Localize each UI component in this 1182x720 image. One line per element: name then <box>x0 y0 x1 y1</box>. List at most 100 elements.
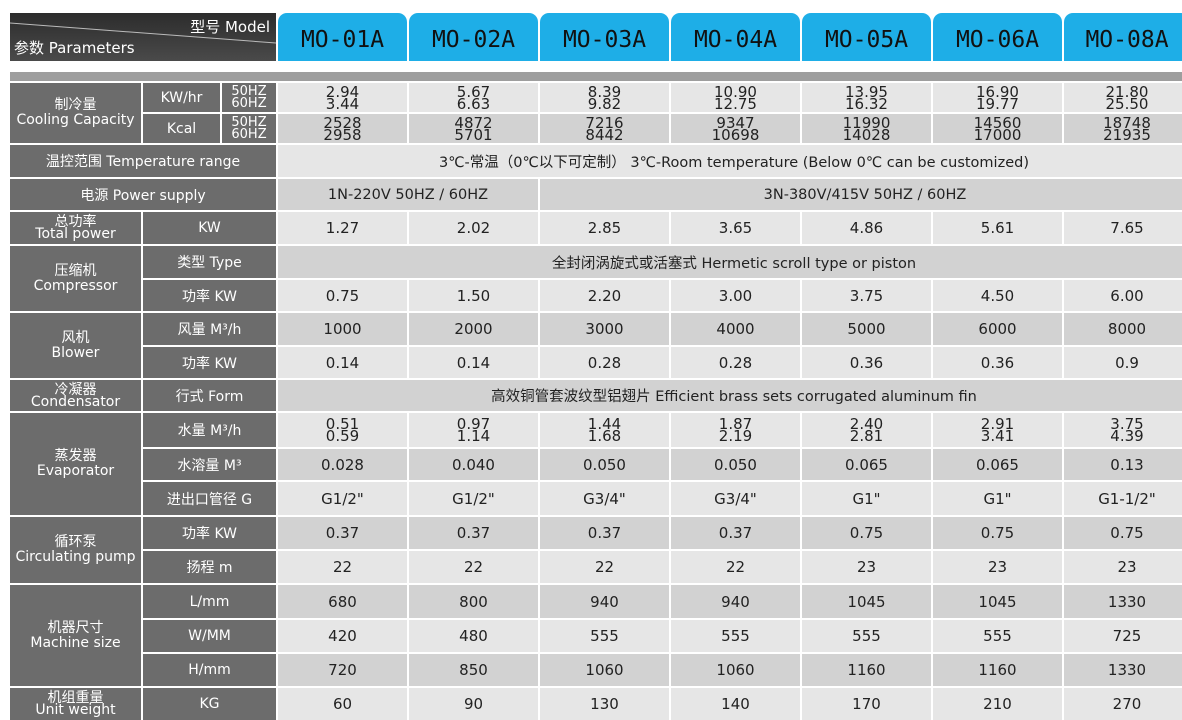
power-supply-three: 3N-380V/415V 50HZ / 60HZ <box>540 179 1182 210</box>
cell: 1000 <box>278 313 407 345</box>
cell: 23 <box>933 551 1062 583</box>
blower-power-label: 功率 KW <box>143 347 276 378</box>
cell: G1" <box>933 482 1062 515</box>
cell: G3/4" <box>540 482 669 515</box>
cell: 2.02 <box>409 212 538 244</box>
total-power-unit: KW <box>143 212 276 244</box>
cell: 6.00 <box>1064 280 1182 311</box>
cell: 0.050 <box>540 449 669 480</box>
spec-table: 型号 Model 参数 Parameters MO-01A MO-02A MO-… <box>10 13 1182 720</box>
model-header: MO-01A <box>278 13 407 61</box>
divider-band <box>10 72 1182 81</box>
condensator-label: 冷凝器 Condensator <box>10 380 141 411</box>
model-header: MO-03A <box>540 13 669 61</box>
cell: 270 <box>1064 688 1182 720</box>
cell: 2.94 3.44 <box>278 83 407 112</box>
cell: 2.85 <box>540 212 669 244</box>
cell: 8.39 9.82 <box>540 83 669 112</box>
cell: 0.37 <box>540 517 669 549</box>
cell: 3.75 <box>802 280 931 311</box>
cell: 140 <box>671 688 800 720</box>
compressor-power-label: 功率 KW <box>143 280 276 311</box>
cell: 90 <box>409 688 538 720</box>
cell: 4.50 <box>933 280 1062 311</box>
cell: 0.37 <box>671 517 800 549</box>
cell: 130 <box>540 688 669 720</box>
cell: 1330 <box>1064 585 1182 618</box>
diagonal-divider <box>10 22 276 44</box>
cell: 2000 <box>409 313 538 345</box>
cell: G3/4" <box>671 482 800 515</box>
cell: 23 <box>1064 551 1182 583</box>
cell: 0.75 <box>933 517 1062 549</box>
cell: 480 <box>409 620 538 652</box>
cell: 6000 <box>933 313 1062 345</box>
evaporator-volume-label: 水溶量 M³ <box>143 449 276 480</box>
size-h-label: H/mm <box>143 654 276 686</box>
cell: 1.44 1.68 <box>540 413 669 447</box>
cell: 0.065 <box>933 449 1062 480</box>
cell: 0.28 <box>540 347 669 378</box>
cell: 4000 <box>671 313 800 345</box>
total-power-label: 总功率 Total power <box>10 212 141 244</box>
cell: 0.14 <box>409 347 538 378</box>
cell: 1060 <box>671 654 800 686</box>
evaporator-pipe-label: 进出口管径 G <box>143 482 276 515</box>
cell: 1.50 <box>409 280 538 311</box>
machine-size-label: 机器尺寸 Machine size <box>10 585 141 686</box>
hz-label: 50HZ 60HZ <box>222 83 276 112</box>
cell: 0.75 <box>802 517 931 549</box>
cell: 210 <box>933 688 1062 720</box>
cell: 1.27 <box>278 212 407 244</box>
cell: 555 <box>671 620 800 652</box>
cell: 13.95 16.32 <box>802 83 931 112</box>
cell: 940 <box>671 585 800 618</box>
cell: 0.28 <box>671 347 800 378</box>
cell: 16.90 19.77 <box>933 83 1062 112</box>
cell: 0.75 <box>278 280 407 311</box>
kcal-unit: Kcal <box>143 114 220 143</box>
model-header: MO-02A <box>409 13 538 61</box>
size-l-label: L/mm <box>143 585 276 618</box>
cell: 0.065 <box>802 449 931 480</box>
model-label: 型号 Model <box>190 18 270 36</box>
cell: G1/2" <box>409 482 538 515</box>
cell: 680 <box>278 585 407 618</box>
cell: 14560 17000 <box>933 114 1062 143</box>
cell: 0.13 <box>1064 449 1182 480</box>
temperature-range-value: 3℃-常温（0℃以下可定制） 3℃-Room temperature (Belo… <box>278 145 1182 177</box>
cell: 0.040 <box>409 449 538 480</box>
cell: 720 <box>278 654 407 686</box>
cell: 1330 <box>1064 654 1182 686</box>
cell: 1160 <box>802 654 931 686</box>
cell: 18748 21935 <box>1064 114 1182 143</box>
cell: 4872 5701 <box>409 114 538 143</box>
cell: 0.9 <box>1064 347 1182 378</box>
cell: 22 <box>409 551 538 583</box>
cell: 2.40 2.81 <box>802 413 931 447</box>
cell: 1045 <box>802 585 931 618</box>
condensator-form-value: 高效铜管套波纹型铝翅片 Efficient brass sets corruga… <box>278 380 1182 411</box>
model-header: MO-05A <box>802 13 931 61</box>
cell: 1060 <box>540 654 669 686</box>
cell: 9347 10698 <box>671 114 800 143</box>
hz-label: 50HZ 60HZ <box>222 114 276 143</box>
cell: 5000 <box>802 313 931 345</box>
cell: 0.14 <box>278 347 407 378</box>
model-header: MO-04A <box>671 13 800 61</box>
evaporator-label: 蒸发器 Evaporator <box>10 413 141 515</box>
cell: G1/2" <box>278 482 407 515</box>
cell: G1" <box>802 482 931 515</box>
cell: 555 <box>540 620 669 652</box>
blower-air-label: 风量 M³/h <box>143 313 276 345</box>
kw-unit: KW/hr <box>143 83 220 112</box>
cell: 5.61 <box>933 212 1062 244</box>
cell: 10.90 12.75 <box>671 83 800 112</box>
cell: 1045 <box>933 585 1062 618</box>
size-w-label: W/MM <box>143 620 276 652</box>
evaporator-water-label: 水量 M³/h <box>143 413 276 447</box>
cell: 4.86 <box>802 212 931 244</box>
cell: 7.65 <box>1064 212 1182 244</box>
compressor-type-label: 类型 Type <box>143 246 276 278</box>
model-header: MO-08A <box>1064 13 1182 61</box>
